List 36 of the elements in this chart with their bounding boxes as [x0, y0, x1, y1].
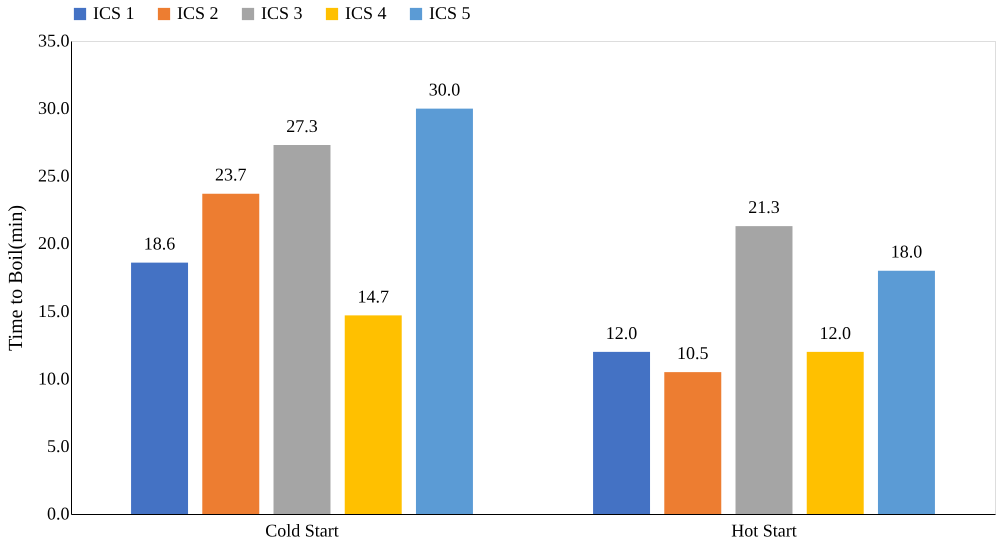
data-label: 21.3 [748, 197, 780, 218]
bar [593, 352, 650, 514]
bar [202, 194, 260, 514]
data-label: 23.7 [215, 164, 247, 185]
legend-label: ICS 1 [93, 3, 135, 23]
x-tick-label: Cold Start [265, 520, 339, 540]
bar [736, 226, 792, 514]
y-axis-title: Time to Boil(min) [5, 205, 27, 351]
bar [131, 262, 188, 514]
data-label: 14.7 [357, 286, 389, 306]
y-tick-label: 15.0 [38, 300, 70, 321]
y-tick-label: 0.0 [47, 504, 70, 524]
y-tick-label: 30.0 [38, 98, 70, 118]
data-label: 12.0 [606, 322, 638, 343]
x-tick-label: Hot Start [731, 520, 797, 540]
y-tick-label: 10.0 [38, 368, 70, 388]
data-label: 27.3 [286, 116, 318, 136]
legend-label: ICS 2 [177, 3, 219, 23]
y-tick-label: 5.0 [47, 436, 70, 456]
y-tick-label: 35.0 [38, 30, 70, 50]
legend-label: ICS 4 [345, 3, 387, 23]
data-label: 10.5 [677, 343, 709, 364]
bar [416, 108, 473, 514]
bar [878, 270, 935, 514]
bar [806, 352, 864, 514]
data-label: 18.6 [144, 234, 176, 254]
legend-label: ICS 5 [429, 3, 471, 23]
bar [274, 145, 330, 514]
data-label: 30.0 [428, 80, 460, 100]
bar [344, 315, 402, 514]
legend-label: ICS 3 [261, 3, 303, 23]
y-tick-label: 25.0 [38, 166, 70, 186]
data-label: 18.0 [890, 242, 922, 262]
bar [664, 372, 722, 514]
y-tick-label: 20.0 [38, 233, 70, 254]
data-label: 12.0 [819, 322, 851, 343]
